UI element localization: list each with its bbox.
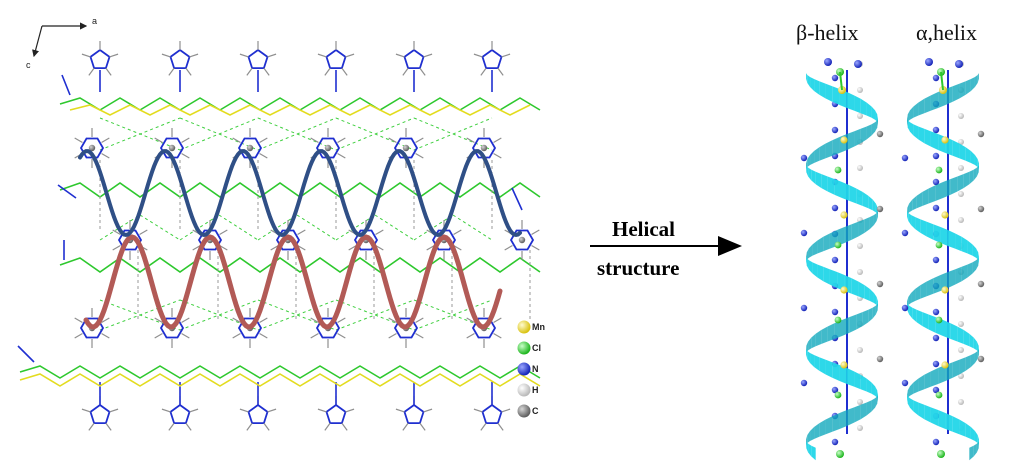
arrow-label-line1: Helical	[612, 217, 675, 241]
legend-item-mn: Mn	[517, 320, 545, 334]
front-atoms	[800, 58, 884, 458]
element-legend: Mn Cl N H C	[517, 320, 545, 418]
blue-helix-trace	[78, 149, 522, 238]
alpha-helix-title: α,helix	[916, 20, 977, 45]
alpha-helix-ribbon	[901, 58, 985, 461]
legend-swatch-mn	[517, 320, 531, 334]
red-helix-trace	[83, 234, 503, 330]
backbone	[831, 61, 863, 446]
legend-label-h: H	[532, 385, 539, 395]
crystal-packing-panel: a c Mn Cl N H C	[17, 16, 545, 431]
legend-swatch-cl	[517, 341, 531, 355]
legend-swatch-n	[517, 362, 531, 376]
legend-label-c: C	[532, 406, 539, 416]
helix-panel: β-helix α,helix	[796, 20, 985, 461]
legend-item-h: H	[517, 383, 539, 397]
ribbon	[806, 73, 878, 461]
legend-item-cl: Cl	[517, 341, 541, 355]
legend-swatch-c	[517, 404, 531, 418]
axis-c-label: c	[26, 60, 31, 70]
legend-swatch-h	[517, 383, 531, 397]
legend-label-n: N	[532, 364, 539, 374]
ribbon	[907, 73, 979, 461]
arrow-label-line2: structure	[597, 256, 679, 280]
beta-helix-title: β-helix	[796, 20, 859, 45]
legend-item-c: C	[517, 404, 539, 418]
axis-a-label: a	[92, 16, 97, 26]
beta-helix-ribbon	[800, 58, 884, 461]
backbone	[932, 61, 964, 446]
axis-indicator: a c	[26, 16, 97, 70]
front-atoms	[901, 58, 985, 458]
legend-label-cl: Cl	[532, 343, 541, 353]
transformation-arrow: Helical structure	[590, 217, 742, 280]
legend-item-n: N	[517, 362, 539, 376]
legend-label-mn: Mn	[532, 322, 545, 332]
